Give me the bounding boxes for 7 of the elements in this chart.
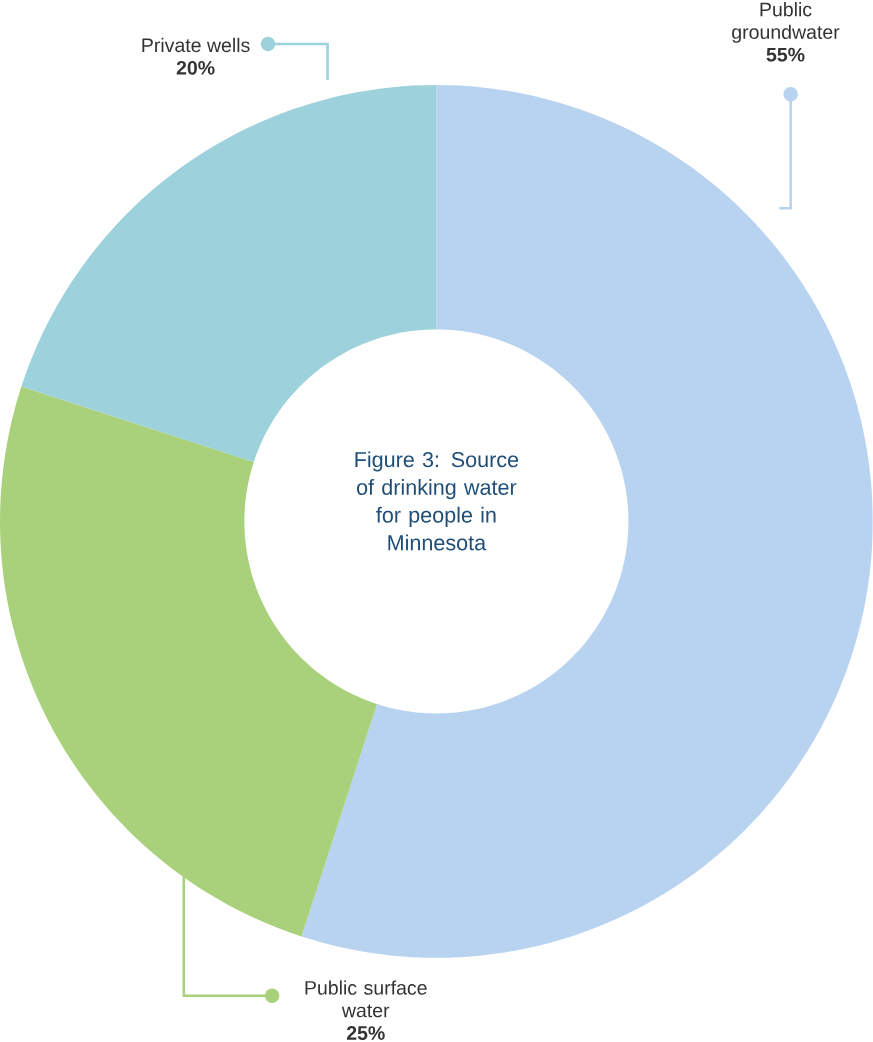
legend-label: Public surface water	[305, 980, 427, 1018]
slice-label: Private wells	[142, 37, 250, 53]
slice-label: Public groundwater	[732, 2, 840, 43]
text: Figure 3: Source of drinking water for people in Minnesota	[355, 451, 519, 551]
data-label: 55%	[766, 47, 805, 62]
data-label: 20%	[176, 60, 215, 75]
data-label: 25%	[347, 1026, 385, 1040]
